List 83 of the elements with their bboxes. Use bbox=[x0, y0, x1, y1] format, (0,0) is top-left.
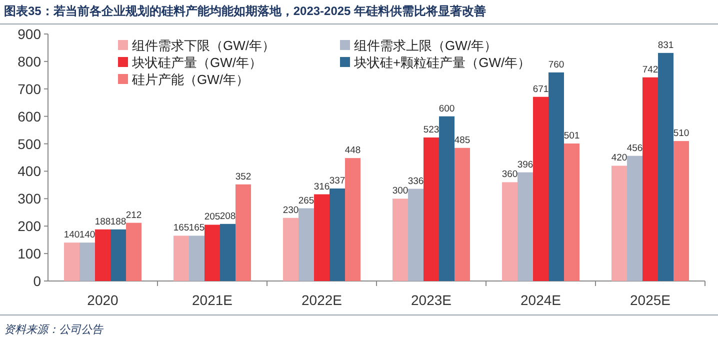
data-label: 337 bbox=[329, 176, 346, 187]
data-label: 165 bbox=[173, 222, 190, 234]
data-label: 208 bbox=[220, 210, 236, 222]
y-tick-label: 900 bbox=[18, 26, 42, 42]
data-label: 188 bbox=[110, 216, 126, 228]
bar bbox=[408, 188, 424, 281]
bar bbox=[220, 224, 236, 281]
data-label: 205 bbox=[204, 212, 220, 223]
bar bbox=[330, 188, 345, 281]
legend-label: 硅片产能（GW/年） bbox=[131, 72, 249, 87]
data-label: 448 bbox=[344, 145, 361, 156]
y-tick-label: 400 bbox=[18, 163, 42, 180]
bar bbox=[126, 222, 142, 281]
bar bbox=[533, 96, 548, 281]
data-label: 265 bbox=[298, 195, 314, 206]
data-label: 456 bbox=[626, 142, 643, 154]
data-label: 230 bbox=[282, 204, 299, 216]
bar bbox=[283, 218, 298, 281]
bar bbox=[189, 236, 204, 281]
x-tick-label: 2021E bbox=[192, 292, 232, 308]
x-tick-label: 2024E bbox=[520, 292, 561, 308]
data-label: 140 bbox=[79, 230, 96, 241]
legend-label: 块状硅+颗粒硅产量（GW/年） bbox=[353, 55, 531, 70]
data-label: 336 bbox=[408, 176, 424, 187]
data-label: 501 bbox=[564, 130, 580, 142]
legend-label: 组件需求下限（GW/年） bbox=[132, 38, 275, 53]
y-tick-label: 200 bbox=[18, 218, 42, 234]
x-tick-label: 2020 bbox=[87, 292, 119, 308]
bar bbox=[298, 208, 314, 281]
x-tick-label: 2025E bbox=[630, 292, 670, 308]
data-label: 485 bbox=[454, 134, 470, 146]
y-tick-label: 300 bbox=[18, 190, 42, 207]
data-label: 420 bbox=[611, 152, 628, 164]
data-label: 396 bbox=[517, 159, 534, 170]
y-tick-label: 800 bbox=[18, 53, 42, 70]
bar bbox=[345, 158, 360, 281]
data-label: 523 bbox=[423, 124, 440, 136]
data-label: 188 bbox=[94, 216, 111, 228]
bar bbox=[627, 156, 642, 281]
bar bbox=[314, 194, 330, 281]
bar bbox=[642, 77, 658, 281]
bar bbox=[80, 242, 95, 281]
text: 资料来源：公司公告 bbox=[4, 323, 104, 336]
data-label: 831 bbox=[658, 40, 674, 51]
bar bbox=[548, 72, 564, 281]
bar bbox=[110, 229, 126, 281]
bar bbox=[658, 52, 674, 281]
bar bbox=[612, 166, 627, 281]
bar bbox=[392, 198, 408, 281]
bar bbox=[564, 144, 580, 281]
bar bbox=[64, 242, 80, 281]
data-label: 212 bbox=[126, 210, 142, 221]
chart-title: 图表35：若当前各企业规划的硅料产能均能如期落地，2023-2025 年硅料供需比将显著改善 bbox=[4, 4, 486, 18]
legend-label: 块状硅产量（GW/年） bbox=[131, 55, 262, 70]
data-label: 600 bbox=[438, 103, 455, 114]
data-label: 352 bbox=[235, 171, 252, 182]
legend-label: 组件需求上限（GW/年） bbox=[354, 38, 497, 53]
data-label: 671 bbox=[532, 84, 549, 95]
data-label: 165 bbox=[188, 222, 205, 234]
data-label: 360 bbox=[502, 169, 518, 180]
bar bbox=[204, 224, 220, 281]
bar bbox=[424, 137, 439, 281]
y-tick-label: 0 bbox=[33, 273, 42, 289]
bar bbox=[95, 229, 110, 281]
data-label: 510 bbox=[673, 128, 690, 140]
data-label: 742 bbox=[642, 64, 658, 76]
data-label: 300 bbox=[392, 186, 408, 197]
y-tick-label: 700 bbox=[18, 80, 42, 97]
bar bbox=[518, 172, 533, 281]
data-label: 140 bbox=[64, 230, 80, 241]
bar bbox=[674, 141, 689, 281]
y-tick-label: 600 bbox=[18, 108, 42, 124]
data-label: 316 bbox=[314, 181, 330, 192]
y-tick-label: 100 bbox=[18, 246, 42, 262]
data-label: 760 bbox=[548, 59, 564, 70]
y-tick-label: 500 bbox=[18, 136, 42, 152]
bar bbox=[174, 236, 189, 281]
x-tick-label: 2023E bbox=[411, 292, 452, 308]
bar bbox=[454, 148, 470, 281]
x-tick-label: 2022E bbox=[302, 292, 342, 308]
bar bbox=[439, 116, 454, 281]
bar bbox=[502, 182, 518, 281]
bar bbox=[236, 184, 251, 281]
